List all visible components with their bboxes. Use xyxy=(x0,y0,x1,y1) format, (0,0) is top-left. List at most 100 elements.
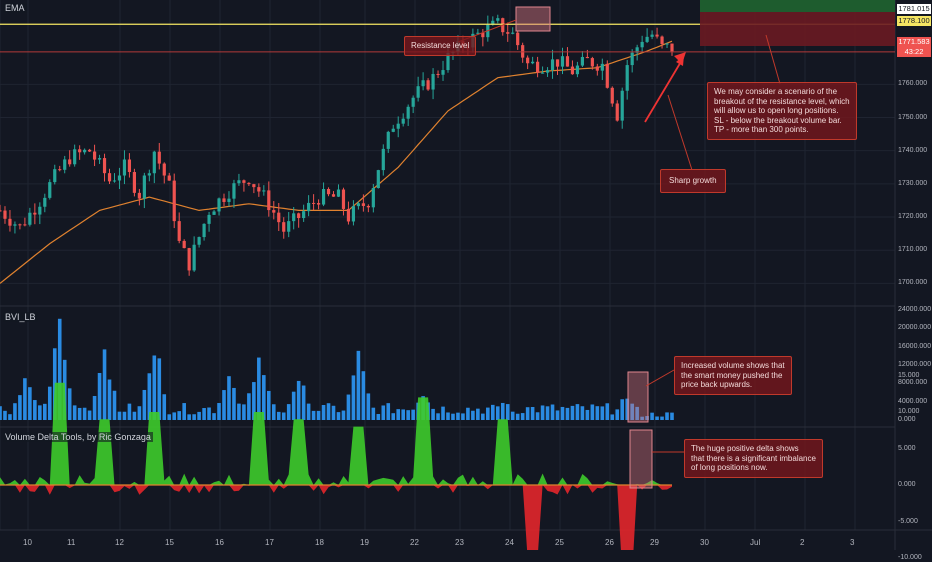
volume-bar xyxy=(650,412,654,420)
volume-bar xyxy=(510,411,515,420)
candle-body xyxy=(182,240,186,249)
candle-body xyxy=(645,36,649,42)
candle-body xyxy=(650,34,654,37)
volume-bar xyxy=(157,358,162,420)
volume-bar xyxy=(321,405,326,420)
volume-bar xyxy=(187,414,191,420)
candle-body xyxy=(232,183,236,199)
candle-body xyxy=(625,65,629,91)
time-tick-label: 23 xyxy=(455,538,464,547)
delta-tick-label: -10.000 xyxy=(898,554,922,561)
volume-pointer-line xyxy=(645,369,675,387)
candle-body xyxy=(406,106,410,119)
volume-bar xyxy=(217,403,221,420)
candle-body xyxy=(421,80,425,87)
candle-body xyxy=(516,32,520,46)
candle-body xyxy=(431,73,435,90)
volume-bar xyxy=(33,400,37,420)
time-tick-label: 12 xyxy=(115,538,124,547)
candle-body xyxy=(386,131,390,149)
candle-body xyxy=(227,198,231,202)
delta-highlight-box xyxy=(629,429,653,489)
volume-bar xyxy=(381,405,386,420)
candle-body xyxy=(132,172,136,193)
delta-tick-label: 15.000 xyxy=(898,371,920,379)
candle-body xyxy=(540,72,545,74)
candle-body xyxy=(331,194,336,197)
sharp-growth-pointer-line xyxy=(667,94,693,171)
candle-body xyxy=(570,66,575,75)
candle-body xyxy=(635,47,639,53)
candle-body xyxy=(660,36,664,45)
volume-bar xyxy=(580,406,585,420)
sharp-growth-callout: Sharp growth xyxy=(660,169,726,193)
volume-bar xyxy=(57,318,62,420)
volume-bar xyxy=(162,394,167,420)
volume-callout-line: price back upwards. xyxy=(681,380,753,389)
volume-bar xyxy=(237,403,241,420)
volume-pane-label[interactable]: BVI_LB xyxy=(3,312,38,322)
delta-pane-label[interactable]: Volume Delta Tools, by Ric Gonzaga xyxy=(3,432,153,442)
volume-bar xyxy=(441,406,445,420)
candle-body xyxy=(670,43,674,52)
volume-bar xyxy=(471,410,475,420)
time-tick-label: 24 xyxy=(505,538,514,547)
candle-body xyxy=(48,182,52,198)
volume-tick-label: 8000.000 xyxy=(898,379,928,387)
candle-body xyxy=(117,175,122,181)
candle-body xyxy=(0,210,2,212)
volume-bar xyxy=(257,357,261,420)
time-tick-label: 25 xyxy=(555,538,564,547)
volume-bar xyxy=(605,403,610,420)
candle-body xyxy=(28,212,32,225)
volume-bar xyxy=(530,406,535,420)
candle-body xyxy=(147,173,151,176)
main-pane-label[interactable]: EMA xyxy=(3,3,27,13)
volume-bar xyxy=(0,406,2,420)
volume-bar xyxy=(456,412,460,420)
volume-bar xyxy=(262,375,266,420)
resistance-highlight-box xyxy=(515,6,551,32)
volume-bar xyxy=(97,372,102,420)
candle-body xyxy=(177,221,181,241)
volume-bar xyxy=(565,407,570,420)
volume-bar xyxy=(436,413,440,420)
volume-bar xyxy=(520,413,525,420)
candle-body xyxy=(112,180,117,182)
volume-bar xyxy=(311,410,316,420)
delta-tick-label: 5.000 xyxy=(898,444,916,452)
candle-body xyxy=(162,163,166,176)
volume-bar xyxy=(366,393,371,420)
volume-bar xyxy=(92,395,97,420)
candle-body xyxy=(630,52,634,66)
candle-body xyxy=(172,180,176,222)
time-tick-label: 26 xyxy=(605,538,614,547)
chart-canvas[interactable] xyxy=(0,0,932,550)
ema-line-path xyxy=(0,40,673,284)
price-levels xyxy=(0,0,895,53)
volume-bar xyxy=(615,409,620,420)
price-tick-label: 1730.000 xyxy=(898,179,928,187)
candle-body xyxy=(292,213,296,222)
volume-bar xyxy=(625,398,629,420)
volume-bar xyxy=(13,403,17,420)
time-tick-label: 19 xyxy=(360,538,369,547)
delta-tick-label: -5.000 xyxy=(898,517,918,525)
volume-bar xyxy=(386,403,391,420)
candle-body xyxy=(33,212,37,215)
delta-callout-line: that there is a significant imbalance xyxy=(691,453,816,463)
volume-bar xyxy=(117,411,122,420)
candle-body xyxy=(610,87,614,104)
volume-callout-line: Increased volume shows that xyxy=(681,361,785,370)
volume-tick-label: 0.000 xyxy=(898,416,916,423)
volume-bar xyxy=(446,412,450,420)
candle-body xyxy=(187,248,191,271)
volume-bar xyxy=(670,412,674,420)
candle-body xyxy=(381,148,385,171)
volume-bar xyxy=(43,403,47,420)
breakout-arrow xyxy=(644,59,683,123)
volume-bar xyxy=(505,404,510,420)
candle-body xyxy=(595,66,599,71)
volume-bar xyxy=(406,410,410,420)
volume-tick-label: 4000.000 xyxy=(898,397,928,405)
